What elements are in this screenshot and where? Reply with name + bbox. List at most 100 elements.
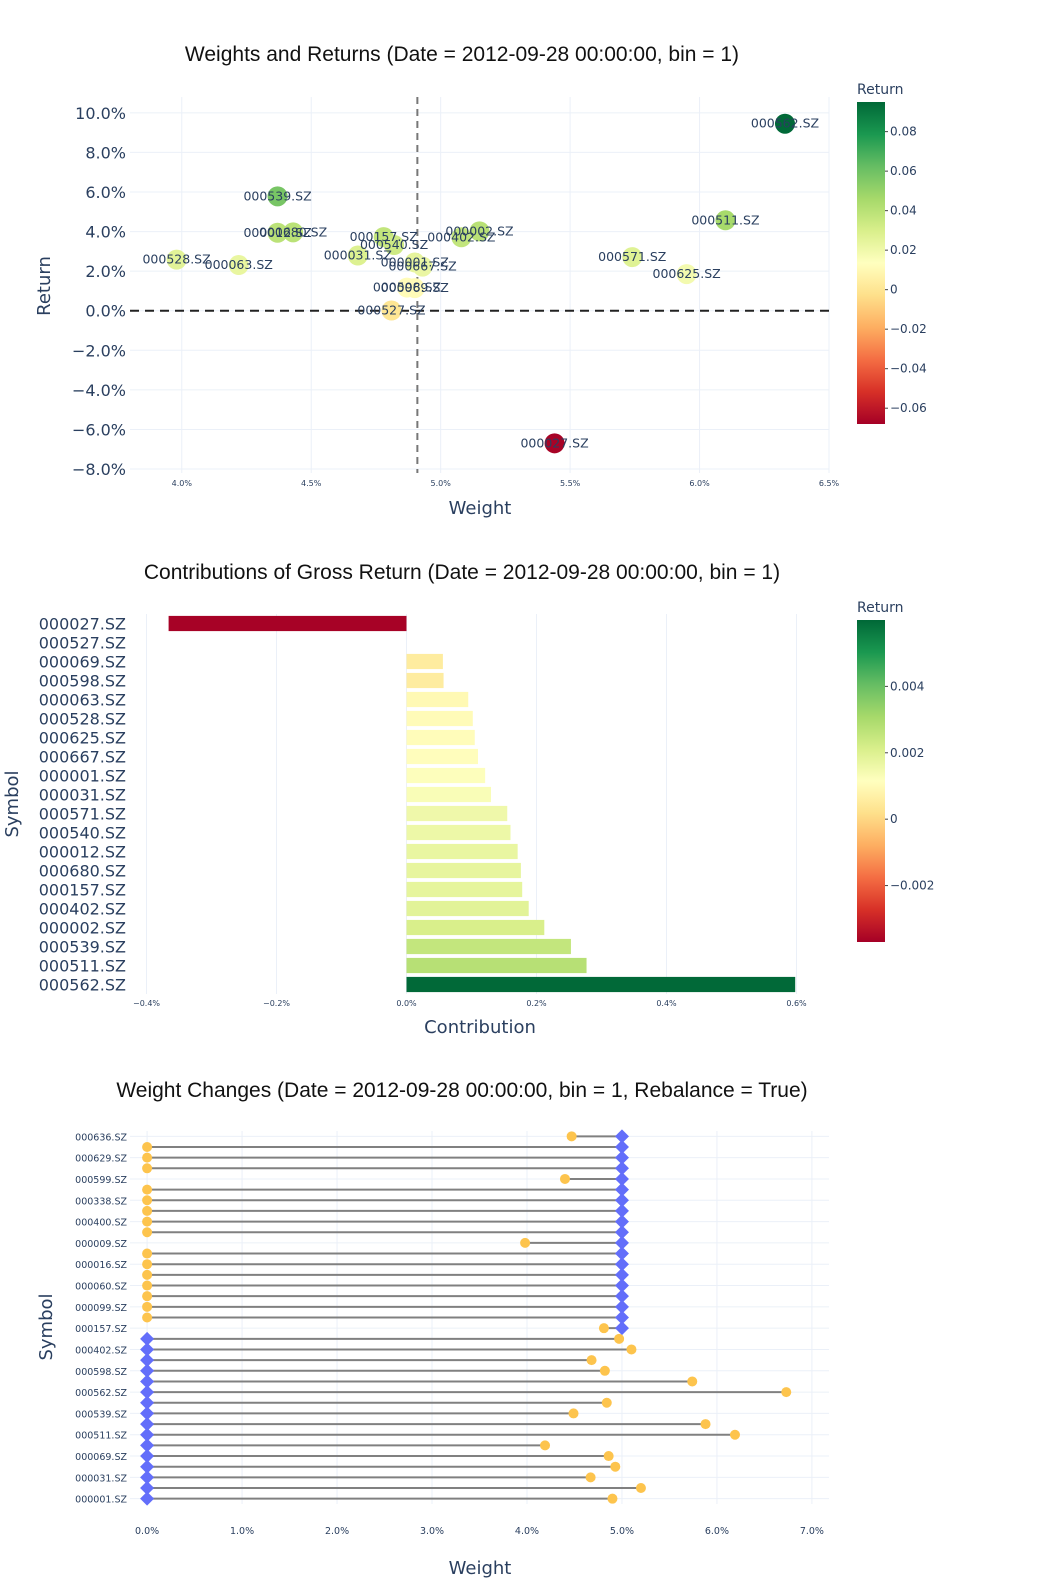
contribution-y-tick: 000157.SZ <box>39 881 126 900</box>
scatter-x-tick: 5.5% <box>560 479 581 488</box>
weight-after-marker <box>140 1395 155 1410</box>
scatter-point-label: 000002.SZ <box>445 223 513 238</box>
weight-after-marker <box>140 1342 155 1357</box>
weight-after-marker <box>614 1267 629 1282</box>
contribution-bar <box>406 748 478 765</box>
contribution-y-tick: 000528.SZ <box>39 710 126 729</box>
weight-change-y-tick: 000060.SZ <box>75 1282 127 1293</box>
contribution-colorbar-tick-label: −0.002 <box>890 879 934 893</box>
scatter-point-label: 000571.SZ <box>598 249 666 264</box>
scatter-point <box>384 235 405 256</box>
weight-change-y-tick: 000402.SZ <box>75 1345 127 1356</box>
contribution-y-tick: 000667.SZ <box>39 748 126 767</box>
scatter-point-label: 000680.SZ <box>259 224 327 239</box>
contribution-title: Contributions of Gross Return (Date = 20… <box>144 561 780 584</box>
weight-after-marker <box>140 1459 155 1474</box>
weight-after-marker <box>614 1139 629 1154</box>
weight-before-marker <box>540 1440 551 1451</box>
scatter-point-label: 000027.SZ <box>520 435 588 450</box>
weight-before-marker <box>142 1216 153 1227</box>
weight-before-marker <box>781 1387 792 1398</box>
weight-after-marker <box>140 1385 155 1400</box>
scatter-point <box>166 249 187 270</box>
weight-after-marker <box>614 1278 629 1293</box>
scatter-point <box>451 227 472 248</box>
weight-change-y-tick: 000016.SZ <box>75 1260 127 1271</box>
contribution-y-tick: 000539.SZ <box>39 938 126 957</box>
weight-after-marker <box>614 1257 629 1272</box>
scatter-point-label: 000402.SZ <box>427 229 495 244</box>
weight-before-marker <box>601 1397 612 1408</box>
weight-change-title: Weight Changes (Date = 2012-09-28 00:00:… <box>116 1079 807 1102</box>
contribution-x-tick: 0.2% <box>526 999 547 1008</box>
weight-after-marker <box>614 1289 629 1304</box>
contribution-y-title: Symbol <box>2 770 23 837</box>
scatter-chart: Weights and Returns (Date = 2012-09-28 0… <box>34 43 840 519</box>
scatter-point-label: 000511.SZ <box>691 212 759 227</box>
contribution-bar <box>406 862 521 879</box>
scatter-x-tick: 4.5% <box>301 479 322 488</box>
contribution-bar <box>406 805 508 822</box>
weight-before-marker <box>614 1333 625 1344</box>
scatter-colorbar-bar <box>857 102 885 424</box>
weight-change-x-tick: 1.0% <box>230 1526 254 1537</box>
contribution-y-tick: 000540.SZ <box>39 824 126 843</box>
weight-change-y-tick: 000157.SZ <box>75 1324 127 1335</box>
contribution-colorbar-title: Return <box>857 600 903 616</box>
contribution-y-tick: 000625.SZ <box>39 729 126 748</box>
weight-before-marker <box>142 1227 153 1238</box>
weight-before-marker <box>729 1429 740 1440</box>
scatter-point <box>469 221 490 242</box>
scatter-point <box>381 300 402 321</box>
weight-change-y-tick: 000338.SZ <box>75 1196 127 1207</box>
weight-change-y-tick: 000629.SZ <box>75 1154 127 1165</box>
contribution-bar <box>406 729 475 746</box>
scatter-point-label: 000012.SZ <box>243 225 311 240</box>
weight-change-x-tick: 2.0% <box>325 1526 349 1537</box>
scatter-point-label: 000527.SZ <box>357 303 425 318</box>
scatter-point <box>404 278 425 299</box>
scatter-x-tick: 5.0% <box>431 479 452 488</box>
scatter-point <box>347 245 368 266</box>
weight-before-marker <box>599 1365 610 1376</box>
scatter-colorbar-tick-label: 0 <box>890 283 898 297</box>
weight-change-y-tick: 000069.SZ <box>75 1452 127 1463</box>
scatter-point <box>676 264 697 285</box>
scatter-y-tick: −2.0% <box>72 341 126 360</box>
scatter-point-label: 000625.SZ <box>653 266 721 281</box>
weight-before-marker <box>142 1205 153 1216</box>
scatter-point-label: 000528.SZ <box>142 252 210 267</box>
weight-change-y-tick: 000636.SZ <box>75 1132 127 1143</box>
weight-before-marker <box>568 1408 579 1419</box>
contribution-bar <box>406 976 796 993</box>
contribution-colorbar-bar <box>857 620 885 942</box>
weight-after-marker <box>140 1374 155 1389</box>
contribution-x-tick: 0.0% <box>396 999 417 1008</box>
contribution-x-tick: −0.4% <box>133 999 160 1008</box>
weight-change-x-tick: 0.0% <box>135 1526 159 1537</box>
weight-before-marker <box>142 1259 153 1270</box>
weight-change-chart: Weight Changes (Date = 2012-09-28 00:00:… <box>36 1079 829 1579</box>
weight-after-marker <box>614 1193 629 1208</box>
contribution-colorbar-tick-label: 0.002 <box>890 746 924 760</box>
weight-change-y-tick: 000539.SZ <box>75 1409 127 1420</box>
weight-change-x-tick: 5.0% <box>610 1526 634 1537</box>
weight-before-marker <box>586 1355 597 1366</box>
weight-before-marker <box>142 1301 153 1312</box>
contribution-y-tick: 000680.SZ <box>39 862 126 881</box>
scatter-y-tick: 4.0% <box>85 223 126 242</box>
weight-before-marker <box>607 1493 618 1504</box>
weight-after-marker <box>140 1427 155 1442</box>
scatter-point <box>774 113 795 134</box>
weight-before-marker <box>142 1195 153 1206</box>
scatter-x-tick: 6.5% <box>819 479 840 488</box>
contribution-bar <box>406 767 486 784</box>
weight-after-marker <box>614 1321 629 1336</box>
scatter-point <box>228 255 249 276</box>
scatter-point <box>267 222 288 243</box>
weight-before-marker <box>142 1280 153 1291</box>
weight-change-y-tick: 000400.SZ <box>75 1218 127 1229</box>
scatter-y-tick: 6.0% <box>85 183 126 202</box>
scatter-y-tick: −6.0% <box>72 420 126 439</box>
